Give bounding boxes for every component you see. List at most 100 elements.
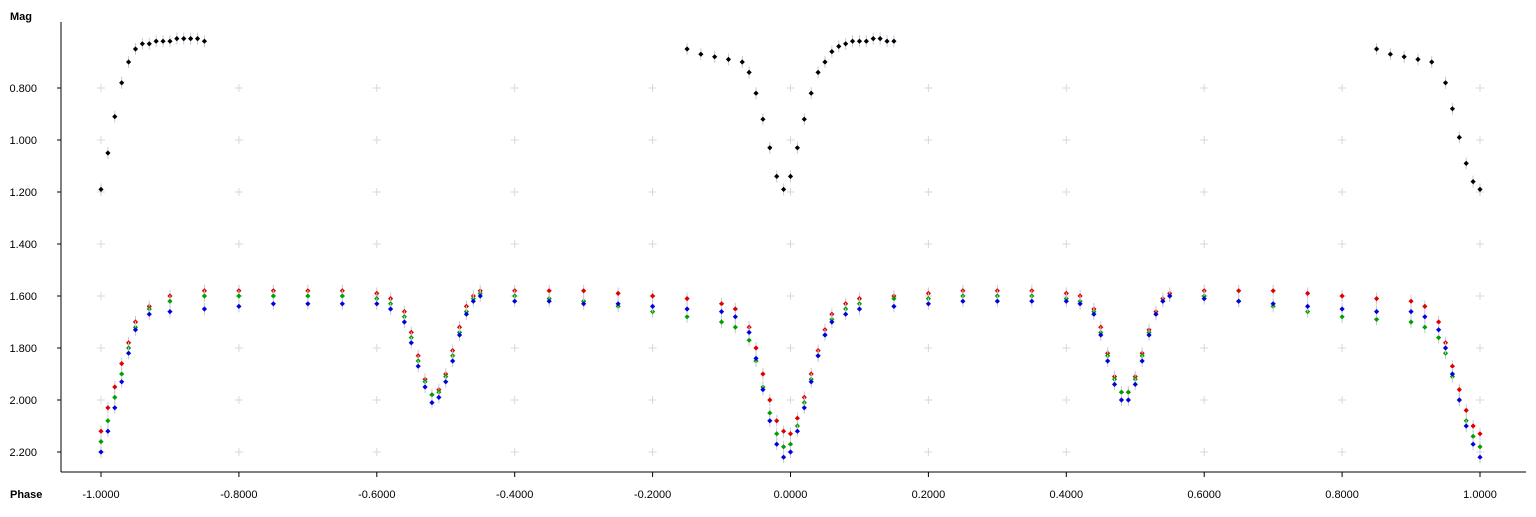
grid-marker: [1200, 448, 1209, 456]
data-point: [1139, 358, 1145, 364]
x-tick-label: -0.4000: [496, 489, 533, 501]
data-point: [760, 371, 766, 377]
data-point: [581, 301, 587, 307]
data-point: [1422, 303, 1428, 309]
data-point: [119, 80, 125, 86]
data-point: [960, 298, 966, 304]
data-point: [1477, 444, 1483, 450]
data-point: [829, 319, 835, 325]
data-point: [891, 38, 897, 44]
data-point: [863, 38, 869, 44]
grid-marker: [648, 344, 657, 352]
data-point: [463, 311, 470, 317]
data-point: [98, 186, 104, 192]
grid-marker: [924, 188, 933, 196]
data-point: [994, 298, 1000, 304]
data-point: [718, 319, 725, 325]
data-point: [1477, 186, 1483, 192]
data-point: [1270, 301, 1276, 307]
grid-marker: [510, 136, 519, 144]
grid-marker: [924, 84, 933, 92]
data-point: [167, 298, 173, 304]
data-point: [112, 114, 118, 120]
data-point: [1236, 288, 1242, 294]
grid-marker: [1200, 396, 1209, 404]
data-point: [1449, 106, 1456, 112]
grid-marker: [786, 240, 795, 248]
grid-marker: [1062, 188, 1071, 196]
y-tick-label: 2.000: [9, 395, 37, 407]
grid-markers: [97, 84, 1484, 456]
grid-marker: [1338, 344, 1347, 352]
x-tick-label: 1.0000: [1463, 489, 1497, 501]
grid-marker: [1200, 344, 1209, 352]
data-point: [1477, 454, 1483, 460]
y-tick-label: 1.600: [9, 291, 37, 303]
data-point: [1160, 298, 1166, 304]
data-point: [1339, 314, 1345, 320]
data-point: [815, 353, 821, 359]
grid-marker: [1476, 396, 1484, 404]
data-point: [1373, 309, 1380, 315]
grid-marker: [234, 84, 243, 92]
data-point: [1305, 290, 1311, 296]
data-point: [753, 355, 759, 361]
data-point: [146, 41, 152, 47]
data-point: [794, 415, 800, 421]
data-point: [836, 43, 842, 49]
grid-marker: [372, 188, 381, 196]
data-point: [132, 46, 139, 52]
data-point: [815, 69, 821, 75]
grid-marker: [234, 240, 243, 248]
grid-marker: [1200, 240, 1209, 248]
data-point: [201, 38, 208, 44]
data-point: [1373, 316, 1380, 322]
data-point: [718, 301, 725, 307]
data-point: [774, 431, 780, 437]
data-point: [477, 293, 483, 299]
data-point: [188, 36, 194, 42]
data-point: [712, 54, 718, 60]
data-point: [684, 296, 690, 302]
grid-marker: [924, 240, 933, 248]
grid-marker: [1476, 136, 1484, 144]
data-point: [512, 298, 518, 304]
data-point: [1470, 441, 1476, 447]
data-point: [1415, 56, 1421, 62]
data-point: [305, 301, 311, 307]
data-point: [132, 327, 139, 333]
grid-marker: [1338, 188, 1347, 196]
grid-marker: [372, 396, 381, 404]
data-point: [1132, 381, 1138, 387]
data-point: [119, 379, 125, 385]
grid-marker: [1338, 396, 1347, 404]
data-point: [153, 38, 159, 44]
y-tick-label: 1.000: [9, 135, 37, 147]
grid-marker: [786, 136, 795, 144]
data-point: [581, 288, 587, 294]
y-tick-label: 1.400: [9, 239, 37, 251]
data-point: [925, 301, 931, 307]
data-point: [1422, 314, 1428, 320]
grid-marker: [97, 396, 105, 404]
data-point: [1456, 397, 1462, 403]
series-4: [98, 290, 1483, 464]
grid-marker: [648, 136, 657, 144]
grid-marker: [510, 188, 519, 196]
data-point: [615, 290, 621, 296]
data-point: [546, 288, 552, 294]
data-point: [1270, 288, 1276, 294]
grid-marker: [510, 448, 519, 456]
grid-marker: [234, 396, 243, 404]
data-point: [1456, 134, 1462, 140]
data-point: [387, 306, 394, 312]
data-point: [870, 36, 876, 42]
data-point: [1063, 298, 1069, 304]
grid-marker: [97, 240, 105, 248]
data-point: [201, 293, 208, 299]
data-point: [760, 116, 766, 122]
data-point: [746, 329, 752, 335]
data-point: [1091, 311, 1097, 317]
data-point: [1429, 59, 1435, 65]
